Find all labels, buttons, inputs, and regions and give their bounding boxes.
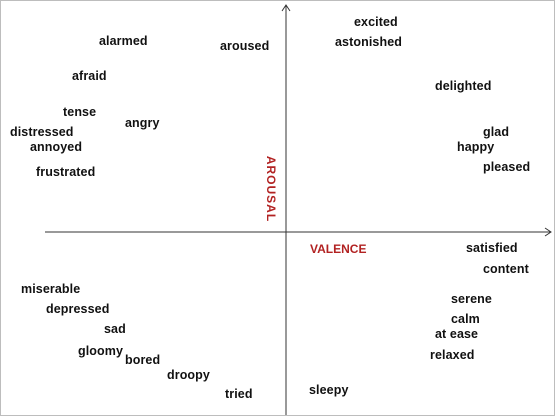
emotion-word-calm: calm: [451, 312, 480, 326]
emotion-word-satisfied: satisfied: [466, 241, 518, 255]
emotion-word-distressed: distressed: [10, 125, 74, 139]
emotion-word-relaxed: relaxed: [430, 348, 475, 362]
arousal-axis-label: AROUSAL: [264, 155, 278, 223]
emotion-word-pleased: pleased: [483, 160, 531, 174]
emotion-word-frustrated: frustrated: [36, 165, 96, 179]
emotion-word-aroused: aroused: [220, 39, 270, 53]
emotion-word-excited: excited: [354, 15, 398, 29]
emotion-word-tried: tried: [225, 387, 253, 401]
emotion-word-sad: sad: [104, 322, 126, 336]
arousal-axis-arrowhead: [281, 4, 291, 12]
emotion-word-afraid: afraid: [72, 69, 107, 83]
emotion-word-delighted: delighted: [435, 79, 492, 93]
emotion-word-angry: angry: [125, 116, 160, 130]
emotion-word-sleepy: sleepy: [309, 383, 349, 397]
emotion-word-depressed: depressed: [46, 302, 110, 316]
emotion-word-annoyed: annoyed: [30, 140, 83, 154]
emotion-word-gloomy: gloomy: [78, 344, 124, 358]
emotion-word-droopy: droopy: [167, 368, 210, 382]
emotion-word-at-ease: at ease: [435, 327, 479, 341]
emotion-word-bored: bored: [125, 353, 161, 367]
emotion-word-tense: tense: [63, 105, 97, 119]
emotion-word-glad: glad: [483, 125, 510, 139]
emotion-word-content: content: [483, 262, 529, 276]
emotion-word-miserable: miserable: [21, 282, 81, 296]
emotion-word-happy: happy: [457, 140, 495, 154]
emotion-word-astonished: astonished: [335, 35, 402, 49]
valence-axis-arrowhead: [544, 227, 552, 237]
valence-axis-label: VALENCE: [310, 242, 367, 256]
emotion-word-serene: serene: [451, 292, 492, 306]
emotion-word-alarmed: alarmed: [99, 34, 148, 48]
